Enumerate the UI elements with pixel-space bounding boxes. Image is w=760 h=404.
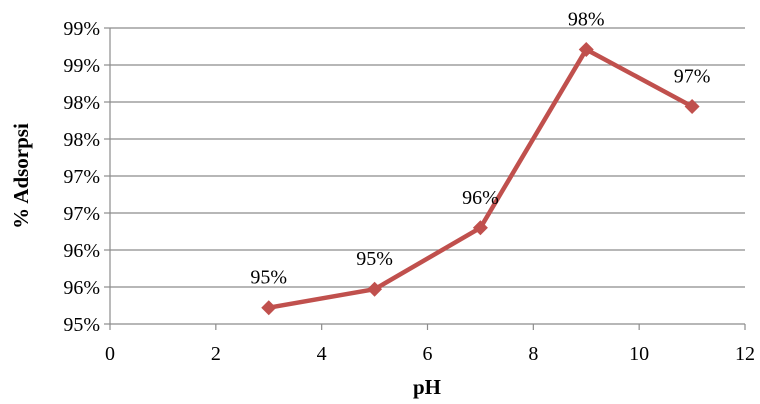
y-tick-label: 98%	[63, 92, 100, 114]
y-tick-label: 96%	[63, 277, 100, 299]
x-tick-labels: 0 2 4 6 8 10 12	[105, 343, 755, 365]
y-tick-label: 97%	[63, 166, 100, 188]
x-tick-label: 8	[528, 343, 538, 365]
axes	[109, 28, 745, 325]
data-label: 96%	[462, 187, 499, 209]
data-label: 95%	[250, 267, 287, 289]
x-tick-label: 6	[423, 343, 433, 365]
data-point-marker	[367, 281, 383, 297]
y-tick-label: 98%	[63, 129, 100, 151]
series-line	[268, 47, 694, 310]
y-tick-label: 96%	[63, 240, 100, 262]
data-point-marker	[261, 300, 277, 316]
x-axis-title: pH	[413, 375, 441, 399]
series-group	[261, 41, 700, 316]
x-tick-label: 10	[629, 343, 649, 365]
y-tick-labels: 95% 96% 96% 97% 97% 98% 98% 99% 99%	[63, 18, 100, 336]
y-tick-label: 99%	[63, 18, 100, 40]
x-tick-label: 2	[211, 343, 221, 365]
y-axis-title: % Adsorpsi	[9, 123, 33, 229]
x-tick-label: 4	[317, 343, 327, 365]
y-tick-label: 99%	[63, 55, 100, 77]
grid-lines	[104, 27, 746, 330]
data-point-marker	[578, 41, 594, 57]
data-labels: 95% 95% 96% 98% 97%	[250, 8, 710, 288]
data-point-marker	[684, 98, 700, 114]
data-point-marker	[472, 220, 488, 236]
data-label: 95%	[356, 248, 393, 270]
x-tick-label: 0	[105, 343, 115, 365]
data-label: 97%	[674, 65, 711, 87]
y-tick-label: 97%	[63, 203, 100, 225]
y-tick-label: 95%	[63, 314, 100, 336]
x-tick-label: 12	[735, 343, 755, 365]
data-label: 98%	[568, 8, 605, 30]
